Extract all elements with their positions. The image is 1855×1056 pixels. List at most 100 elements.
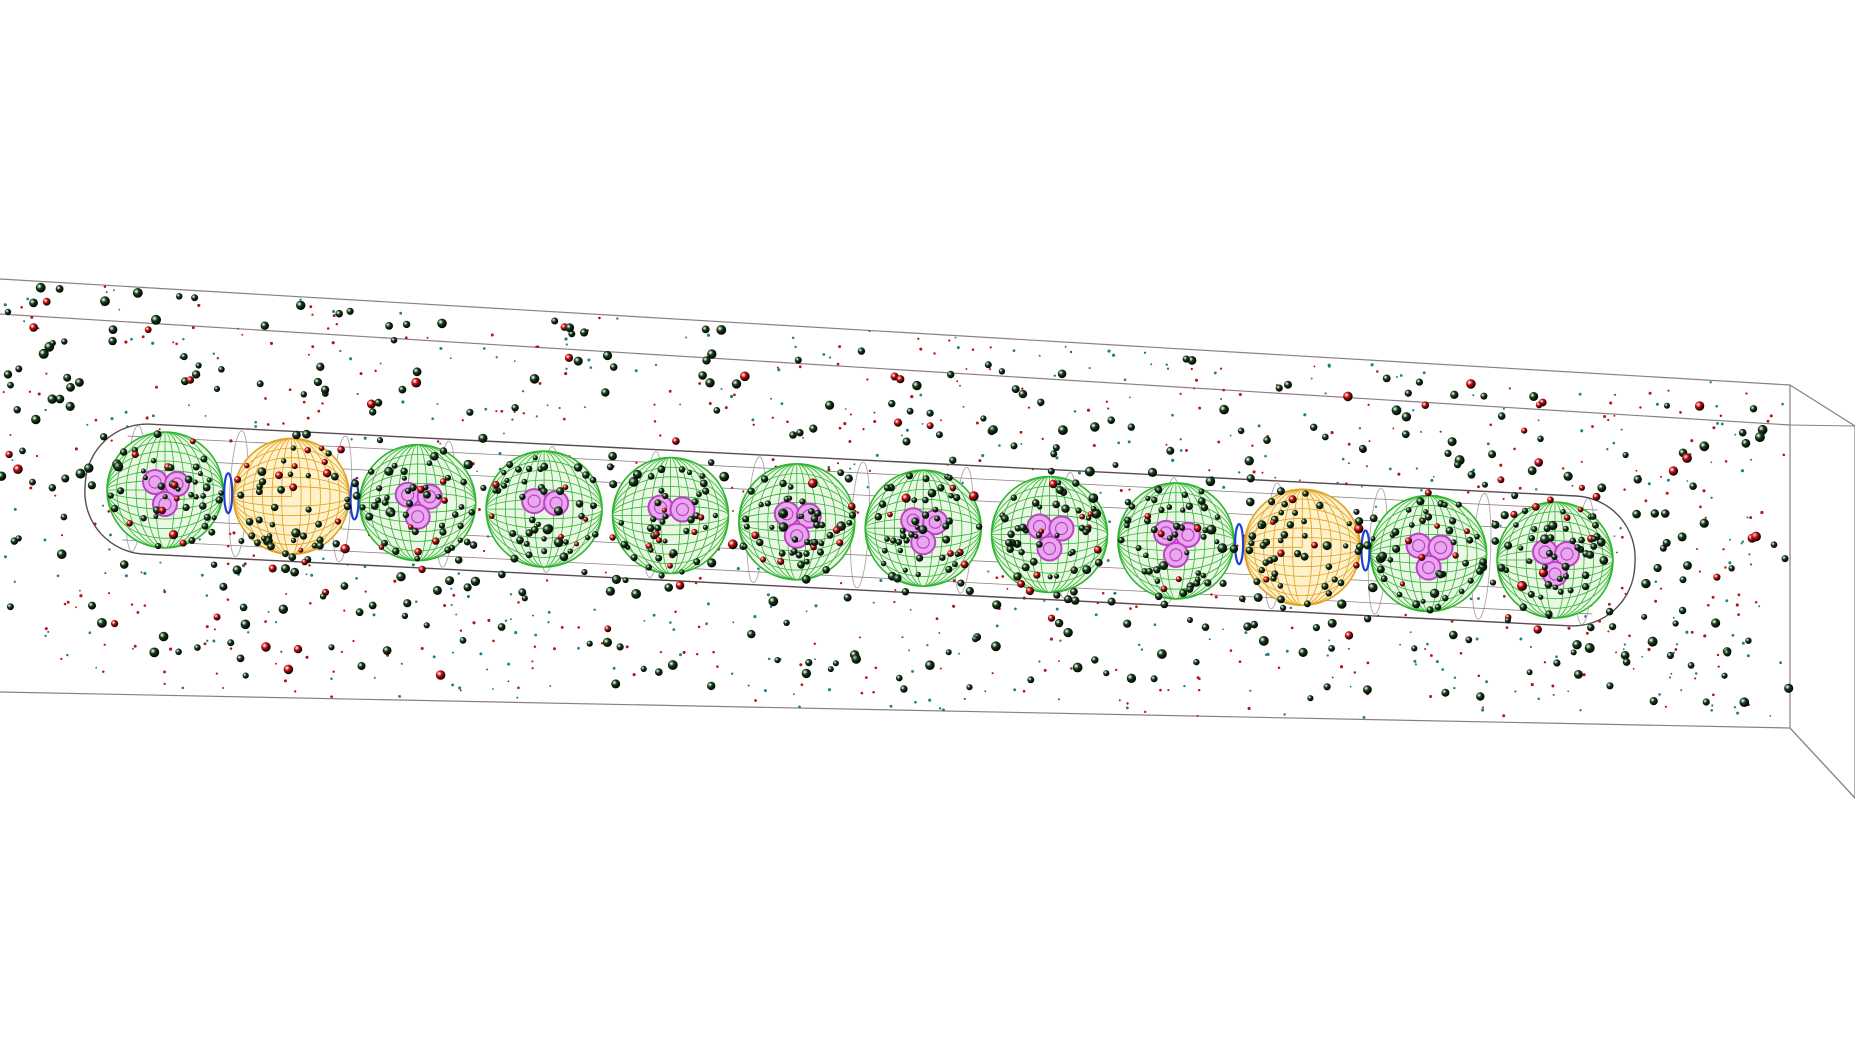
solvent-dot — [254, 425, 258, 428]
green-molecule — [1537, 435, 1544, 443]
solvent-dot — [450, 603, 453, 606]
solvent-dot — [109, 533, 112, 537]
solvent-dot — [1579, 709, 1582, 712]
solvent-dot — [11, 459, 14, 462]
red-molecule — [1424, 489, 1432, 497]
solvent-dot — [1694, 677, 1697, 680]
green-molecule — [1194, 576, 1201, 583]
green-molecule — [1054, 573, 1060, 579]
green-molecule — [1488, 450, 1497, 459]
green-molecule — [1641, 613, 1648, 620]
solvent-dot — [452, 651, 454, 654]
green-molecule — [193, 494, 199, 500]
solvent-dot — [535, 345, 538, 348]
green-molecule — [1557, 588, 1564, 595]
solvent-dot — [1735, 603, 1739, 607]
green-molecule — [818, 521, 826, 529]
solvent-dot — [1555, 655, 1558, 659]
green-molecule — [321, 385, 330, 394]
nucleus — [669, 496, 696, 523]
green-molecule — [311, 542, 318, 549]
green-molecule — [140, 468, 146, 474]
solvent-dot — [1353, 671, 1357, 674]
nucleus-core — [906, 513, 920, 527]
solvent-dot — [1019, 430, 1023, 434]
solvent-dot — [1680, 689, 1683, 692]
green-molecule — [1021, 563, 1030, 572]
green-molecule — [1441, 688, 1450, 697]
red-molecule — [1093, 545, 1102, 554]
green-molecule — [1090, 505, 1097, 512]
green-molecule — [1497, 412, 1506, 420]
solvent-dot — [786, 420, 789, 424]
solvent-dot — [495, 356, 498, 359]
solvent-dot — [2, 391, 5, 394]
red-molecule — [244, 462, 250, 469]
green-molecule — [1284, 380, 1292, 389]
green-molecule — [332, 540, 340, 548]
red-molecule — [13, 464, 23, 475]
green-molecule — [1037, 398, 1045, 406]
red-molecule — [5, 450, 13, 459]
green-molecule — [813, 520, 821, 529]
solvent-dot — [439, 442, 442, 445]
green-molecule — [884, 536, 890, 542]
green-molecule — [916, 554, 924, 562]
green-molecule — [553, 537, 564, 548]
green-molecule — [1205, 476, 1216, 487]
nucleus-core — [1548, 567, 1562, 581]
green-molecule — [705, 378, 715, 388]
solvent-dot — [730, 672, 734, 675]
solvent-dot — [643, 619, 646, 622]
solvent-dot — [1107, 349, 1111, 353]
red-molecule — [1404, 537, 1413, 545]
solvent-dot — [1737, 593, 1741, 597]
green-molecule — [818, 540, 825, 547]
solvent-dot — [1171, 413, 1174, 417]
green-molecule — [1219, 404, 1229, 415]
green-molecule — [1519, 603, 1528, 611]
green-molecule — [1250, 620, 1258, 629]
solvent-dot — [1166, 367, 1170, 370]
red-molecule — [1033, 571, 1041, 579]
green-molecule — [1491, 537, 1500, 545]
green-molecule — [435, 494, 442, 500]
green-molecule — [893, 574, 902, 583]
solvent-dot — [1247, 706, 1251, 711]
solvent-dot — [1746, 654, 1750, 658]
green-molecule — [693, 558, 701, 566]
green-molecule — [188, 536, 196, 544]
solvent-dot — [634, 369, 638, 373]
green-molecule — [1300, 552, 1309, 561]
green-molecule — [390, 336, 398, 344]
solvent-dot — [800, 683, 804, 687]
green-molecule — [1739, 697, 1750, 707]
solvent-dot — [1648, 391, 1652, 395]
red-molecule — [234, 476, 242, 483]
septum-ring — [1360, 529, 1371, 572]
solvent-dot — [294, 690, 297, 693]
solvent-dot — [1153, 623, 1157, 626]
green-molecule — [618, 520, 625, 526]
red-molecule — [439, 478, 447, 485]
green-molecule — [292, 430, 301, 440]
green-molecule — [540, 462, 549, 471]
green-molecule — [578, 512, 585, 520]
solvent-dot — [1264, 454, 1267, 458]
solvent-dot — [439, 347, 443, 350]
red-molecule — [1434, 523, 1440, 529]
solvent-dot — [254, 420, 257, 424]
solvent-dot — [267, 610, 270, 613]
solvent-dot — [1580, 460, 1583, 463]
solvent-dot — [659, 650, 663, 654]
green-molecule — [787, 495, 793, 501]
green-molecule — [1019, 523, 1027, 532]
red-molecule — [1563, 514, 1571, 521]
solvent-dot — [756, 567, 760, 570]
solvent-dot — [1450, 620, 1454, 623]
solvent-dot — [131, 647, 134, 650]
green-molecule — [1154, 592, 1163, 601]
solvent-dot — [1038, 354, 1041, 357]
green-molecule — [1286, 521, 1295, 529]
green-molecule — [1155, 486, 1163, 494]
